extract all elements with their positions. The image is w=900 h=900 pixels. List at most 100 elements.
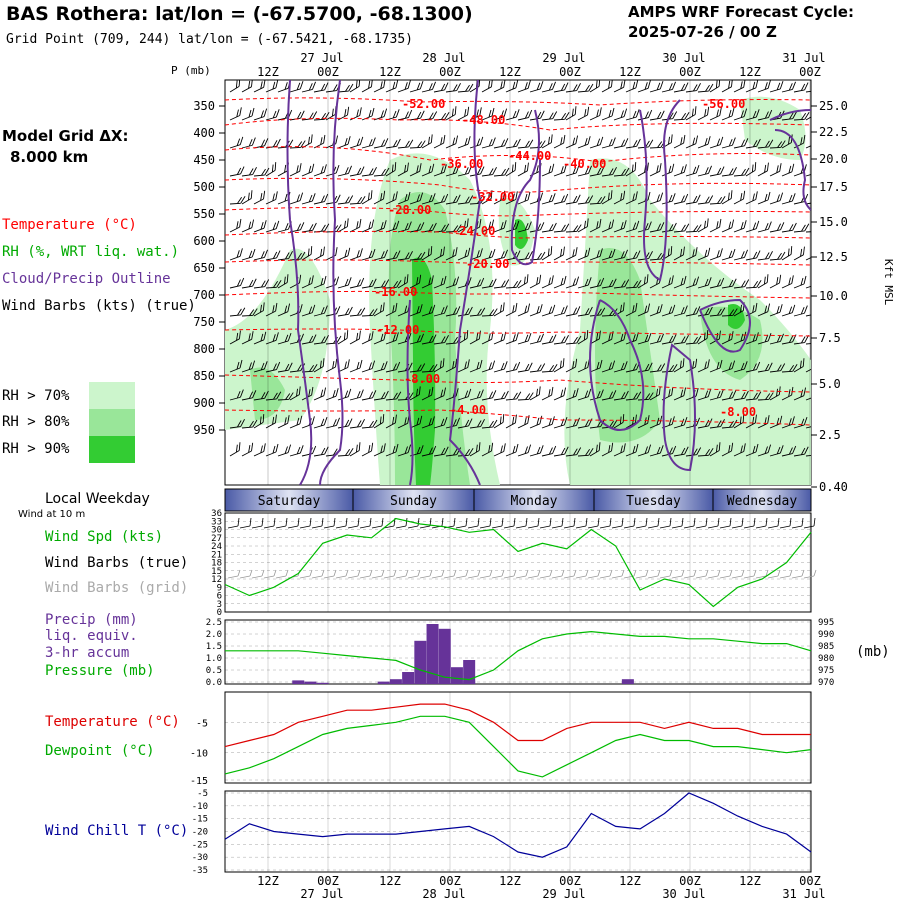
wind-barb-flag [392,445,396,454]
wind-barb-flag [572,137,576,145]
wind-barb [421,304,436,317]
grid-wind-barb [779,569,793,579]
weekday-label: Monday [511,494,558,509]
wind-barb-flag [504,390,509,399]
wind-barb-flag [768,392,774,400]
wind-barb-staff [649,370,661,373]
wind-barb-flag [540,140,546,148]
wind-barb-staff [625,199,636,205]
wind-barb-flag [693,517,696,527]
wind-barb-flag [276,391,282,400]
wind-barb-flag [584,220,586,229]
wind-barb [433,305,448,317]
wind-barb-staff [397,311,409,317]
wind-barb-flag [803,387,807,396]
wind-barb-staff [409,200,421,205]
wind-barb-flag [704,109,707,117]
wind-barb-flag [560,277,564,286]
wind-barb-flag [585,196,590,204]
wind-barb-flag [455,358,458,368]
temperature-panel: -5-10-15 [190,691,812,787]
wind-barb-flag [284,193,288,202]
wind-barb-flag [585,84,590,92]
wind-barb-staff [481,115,493,121]
wind-barb-flag [597,197,603,204]
time-tick-label: 00Z [559,65,581,79]
wind-barb-flag [704,278,709,286]
wind-barb-staff [241,338,252,345]
wind-barb-staff [313,201,325,205]
wind-barb-flag [548,447,553,455]
wind-barb-staff [313,424,325,429]
wind-barb [733,249,748,261]
wind-barb [685,335,702,345]
wind-barb-staff [455,575,467,579]
wind-barb-staff [479,575,491,579]
wind-barb-flag [419,163,422,172]
wind-barb-flag [657,517,660,527]
wind-barb [709,80,721,93]
wind-barb-flag [346,218,349,227]
wind-barb-staff [337,284,349,289]
surface-wind-barb [743,517,756,529]
wind-barb-flag [416,277,419,285]
surface-wind-barb [563,517,576,529]
wind-barb [721,390,737,401]
wind-barb-flag [455,388,459,397]
date-label: 31 Jul [782,887,825,900]
time-tick-label: 12Z [499,65,521,79]
wind-barb-flag [612,419,618,428]
wind-barb-flag [573,448,578,456]
wind-barb-staff [793,230,805,233]
wind-barb-flag [731,219,735,228]
wind-barb-flag [309,569,313,577]
wind-barb-flag [660,333,664,342]
wind-barb-staff [757,311,769,317]
wind-barb [445,135,459,149]
wind-barb-flag [394,162,397,171]
upper-panel: -52.00-48.00-56.00-44.00-36.00 -40.00-32.… [193,79,895,494]
grid-wind-barb [743,569,757,579]
wind-barb [781,275,794,289]
wind-barb-flag [717,308,722,316]
wind-barb-flag [667,248,670,256]
wind-barb-flag [791,304,796,313]
wind-barb [229,330,241,345]
wind-barb [541,134,553,149]
wind-barb-flag [311,386,314,396]
wind-barb-flag [680,166,684,174]
wind-barb-staff [289,370,301,373]
wind-barb-flag [260,110,264,118]
wind-barb-staff [805,454,811,457]
wind-barb-flag [356,361,360,370]
wind-barb-staff [577,367,588,373]
wind-barb-flag [488,138,493,147]
wind-barb-staff [469,450,480,457]
wind-barb-staff [323,575,335,579]
wind-barb [553,82,569,93]
wind-barb-staff [757,422,768,429]
wind-barb-flag [404,446,408,454]
wind-barb-flag [248,80,251,89]
wind-barb-staff [637,452,649,457]
wind-barb-flag [467,359,470,368]
wind-barb-staff [565,172,577,177]
wind-barb-flag [239,248,243,257]
wind-barb-flag [288,362,293,371]
wind-barb [229,196,246,205]
wind-barb-flag [572,390,576,398]
wind-barb-staff [577,313,589,317]
grid-wind-barb [539,569,553,579]
wind-barb [613,167,630,177]
pressure-tick-label: 550 [193,207,215,221]
wind-barb [457,359,470,373]
wind-barb-flag [321,224,326,232]
wind-barb-staff [313,342,325,345]
wind-barb-staff [721,174,733,177]
wind-barb [757,362,773,373]
wind-barb-flag [719,218,722,228]
wind-barb-flag [237,569,241,577]
wind-barb-flag [764,164,767,173]
wind-tick-label: 24 [211,542,222,552]
wind-barb-staff [709,314,721,317]
